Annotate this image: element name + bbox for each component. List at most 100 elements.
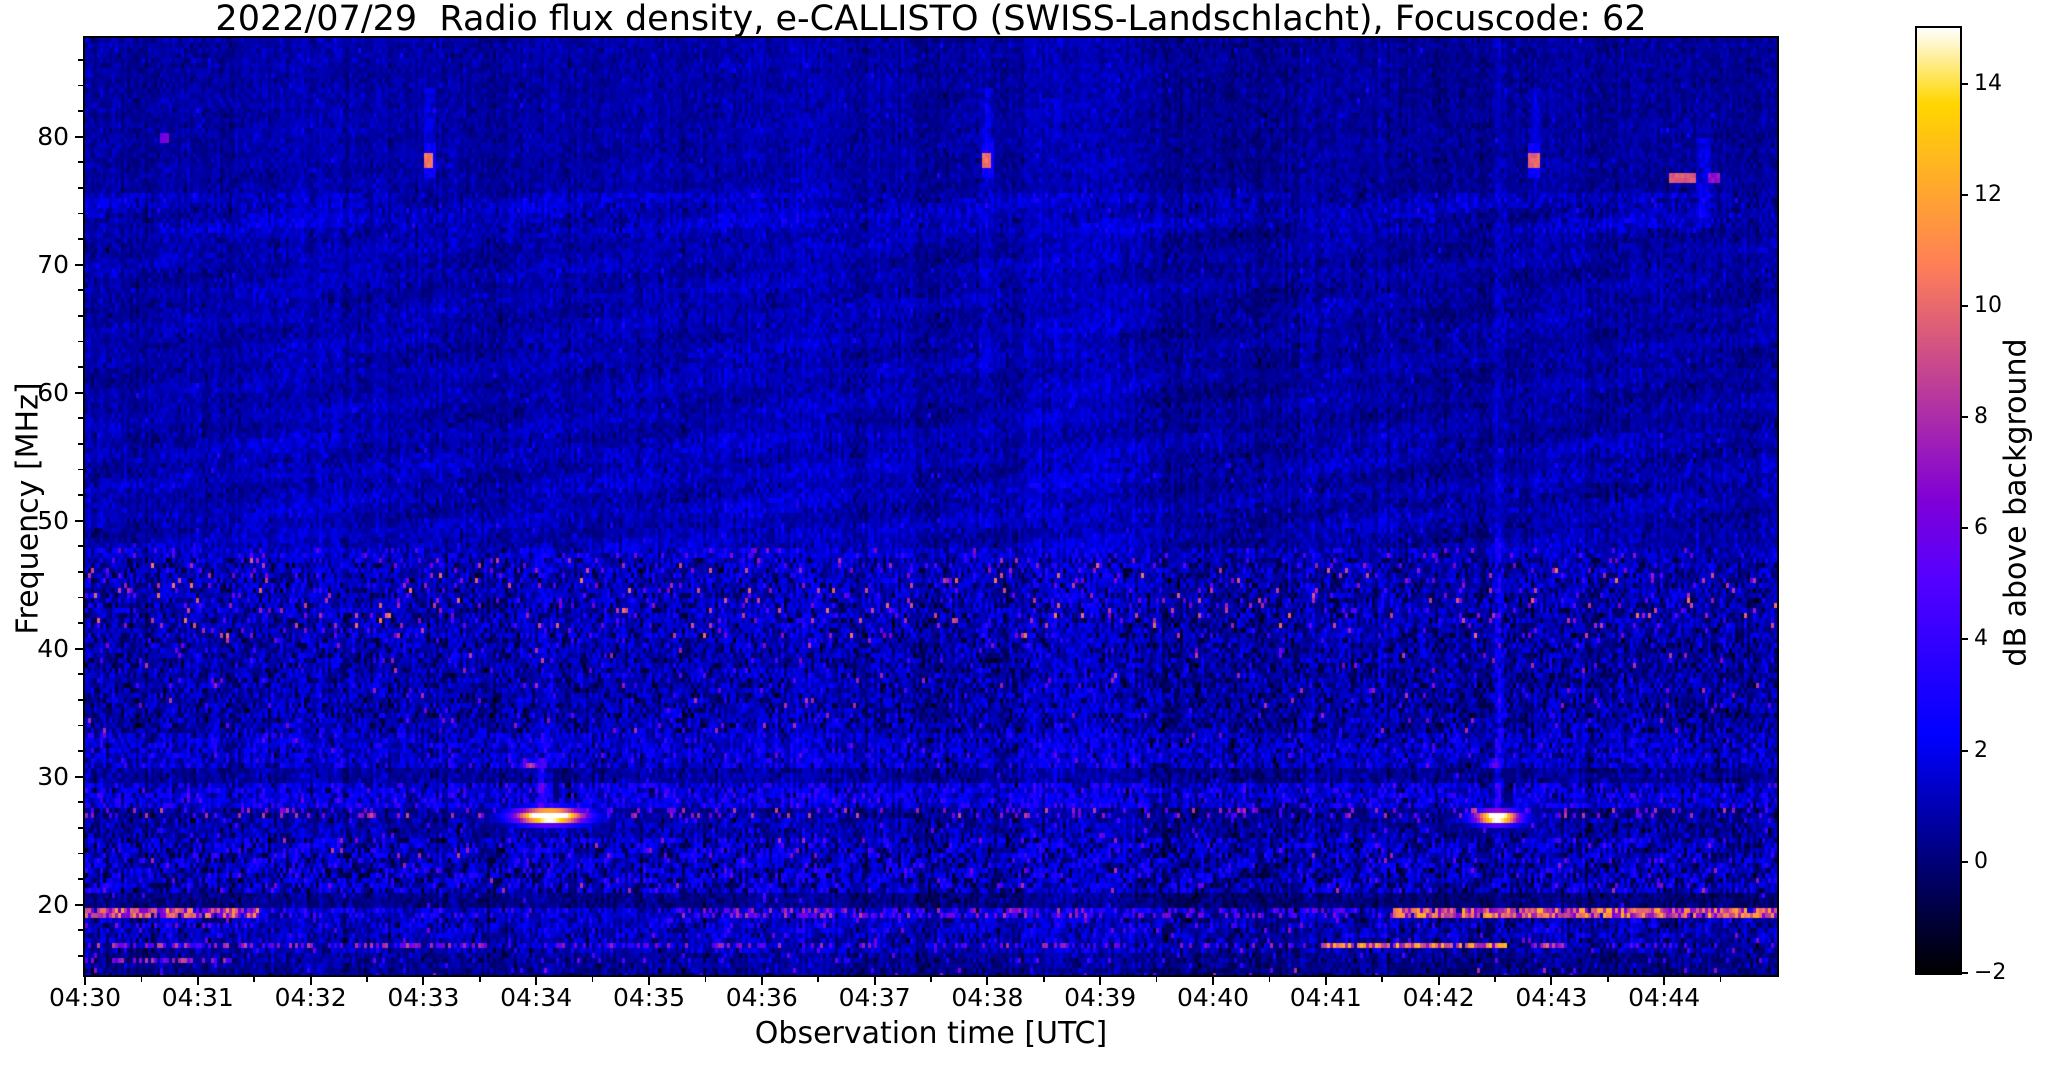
x-tick-label: 04:44: [1628, 983, 1701, 1012]
colorbar-tick-mark: [1960, 749, 1968, 752]
x-tick-mark: [1212, 977, 1214, 985]
colorbar-tick-mark: [1960, 416, 1968, 419]
colorbar-tick-label: 10: [1974, 292, 2002, 318]
colorbar-tick-label: 8: [1974, 404, 1988, 430]
x-minor-tick-mark: [1607, 977, 1609, 982]
y-minor-tick-mark: [78, 417, 83, 419]
x-tick-mark: [873, 977, 876, 985]
y-tick-label: 40: [37, 633, 69, 663]
y-minor-tick-mark: [78, 443, 83, 445]
x-tick-label: 04:43: [1515, 983, 1588, 1012]
y-minor-tick-mark: [78, 699, 83, 701]
x-minor-tick-mark: [1268, 977, 1271, 982]
y-tick-mark: [75, 519, 83, 522]
y-minor-tick-mark: [78, 571, 83, 573]
y-minor-tick-mark: [78, 187, 83, 189]
x-tick-mark: [309, 977, 312, 985]
x-tick-label: 04:38: [951, 983, 1024, 1012]
x-tick-mark: [1437, 977, 1440, 985]
x-tick-label: 04:34: [500, 983, 573, 1012]
x-minor-tick-mark: [704, 977, 707, 982]
y-minor-tick-mark: [78, 596, 83, 599]
x-tick-mark: [84, 977, 86, 985]
colorbar-tick-label: 4: [1974, 626, 1988, 652]
y-tick-mark: [75, 391, 83, 394]
x-tick-label: 04:37: [838, 983, 911, 1012]
colorbar-label: dB above background: [1998, 338, 2034, 667]
x-minor-tick-mark: [1494, 977, 1496, 982]
x-tick-mark: [1099, 977, 1102, 985]
x-minor-tick-mark: [1719, 977, 1722, 982]
y-minor-tick-mark: [78, 340, 83, 343]
y-minor-tick-mark: [78, 852, 83, 855]
y-minor-tick-mark: [78, 494, 83, 496]
x-tick-label: 04:40: [1176, 983, 1250, 1012]
x-minor-tick-mark: [817, 977, 819, 982]
colorbar: [1915, 26, 1962, 975]
y-minor-tick-mark: [78, 955, 83, 957]
y-minor-tick-mark: [78, 827, 83, 829]
y-minor-tick-mark: [78, 289, 83, 291]
colorbar-tick-label: −2: [1974, 960, 2007, 985]
x-tick-label: 04:31: [161, 983, 234, 1012]
colorbar-tick-label: 2: [1974, 737, 1988, 763]
y-tick-label: 30: [37, 761, 69, 791]
x-tick-mark: [1324, 977, 1327, 985]
y-tick-mark: [75, 135, 83, 138]
y-minor-tick-mark: [78, 212, 83, 215]
colorbar-tick-mark: [1960, 193, 1968, 196]
x-tick-label: 04:36: [725, 983, 798, 1012]
y-minor-tick-mark: [78, 161, 83, 163]
x-tick-mark: [196, 977, 199, 985]
spectrogram-canvas: [85, 38, 1777, 975]
x-minor-tick-mark: [1043, 977, 1045, 982]
x-minor-tick-mark: [1381, 977, 1383, 982]
y-minor-tick-mark: [78, 84, 83, 87]
x-tick-label: 04:35: [612, 983, 686, 1012]
y-tick-label: 20: [37, 889, 69, 919]
y-minor-tick-mark: [78, 929, 83, 931]
colorbar-tick-label: 12: [1974, 181, 2002, 207]
colorbar-canvas: [1917, 28, 1960, 973]
y-minor-tick-mark: [78, 545, 83, 547]
y-minor-tick-mark: [78, 366, 83, 368]
colorbar-tick-label: 6: [1974, 515, 1988, 541]
y-minor-tick-mark: [78, 622, 83, 624]
y-tick-mark: [75, 775, 83, 778]
x-minor-tick-mark: [140, 977, 143, 982]
x-tick-label: 04:30: [48, 983, 122, 1012]
x-minor-tick-mark: [366, 977, 368, 982]
colorbar-tick-mark: [1960, 304, 1968, 307]
colorbar-tick-label: 0: [1974, 848, 1988, 874]
x-tick-mark: [1550, 977, 1553, 985]
x-minor-tick-mark: [591, 977, 594, 982]
x-tick-label: 04:39: [1064, 983, 1137, 1012]
y-minor-tick-mark: [78, 724, 83, 727]
y-minor-tick-mark: [78, 801, 83, 803]
x-tick-label: 04:32: [274, 983, 347, 1012]
x-minor-tick-mark: [1155, 977, 1158, 982]
colorbar-tick-label: 14: [1974, 70, 2002, 96]
y-minor-tick-mark: [78, 238, 83, 240]
x-tick-mark: [422, 977, 425, 985]
plot-area: [83, 36, 1779, 977]
colorbar-tick-mark: [1960, 860, 1968, 863]
y-tick-label: 70: [37, 249, 69, 279]
y-tick-mark: [75, 903, 83, 906]
x-tick-label: 04:33: [387, 983, 460, 1012]
x-axis-label: Observation time [UTC]: [754, 1016, 1108, 1051]
x-tick-label: 04:41: [1289, 983, 1362, 1012]
y-minor-tick-mark: [78, 750, 83, 752]
x-minor-tick-mark: [930, 977, 932, 982]
y-tick-label: 60: [37, 377, 69, 407]
y-minor-tick-mark: [78, 110, 83, 112]
x-minor-tick-mark: [479, 977, 481, 982]
x-tick-mark: [1663, 977, 1666, 985]
y-tick-label: 80: [37, 121, 69, 151]
x-tick-label: 04:42: [1402, 983, 1475, 1012]
colorbar-tick-mark: [1960, 972, 1968, 974]
y-minor-tick-mark: [78, 878, 83, 880]
y-minor-tick-mark: [78, 315, 83, 317]
x-tick-mark: [986, 977, 989, 985]
